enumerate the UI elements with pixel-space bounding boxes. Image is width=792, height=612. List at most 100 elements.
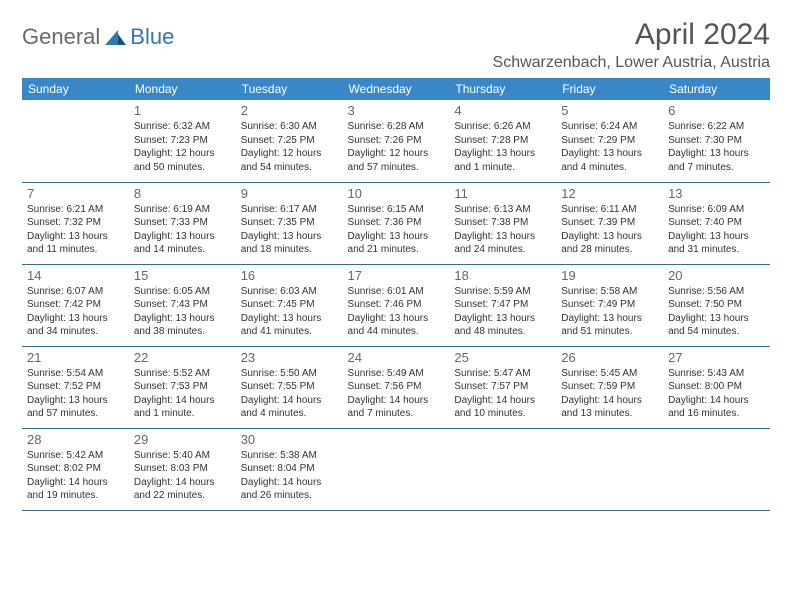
day-number: 12 <box>561 186 658 201</box>
day-number: 24 <box>348 350 445 365</box>
day-info: Sunrise: 6:30 AMSunset: 7:25 PMDaylight:… <box>241 120 338 174</box>
calendar-cell: 11Sunrise: 6:13 AMSunset: 7:38 PMDayligh… <box>449 182 556 264</box>
day-info: Sunrise: 5:56 AMSunset: 7:50 PMDaylight:… <box>668 285 765 339</box>
calendar-body: 1 Sunrise: 6:32 AMSunset: 7:23 PMDaylight… <box>22 100 770 510</box>
day-info: Sunrise: 6:24 AMSunset: 7:29 PMDaylight:… <box>561 120 658 174</box>
day-info: Sunrise: 6:13 AMSunset: 7:38 PMDaylight:… <box>454 203 551 257</box>
day-info: Sunrise: 6:07 AMSunset: 7:42 PMDaylight:… <box>27 285 124 339</box>
location-text: Schwarzenbach, Lower Austria, Austria <box>493 54 770 72</box>
day-number: 19 <box>561 268 658 283</box>
weekday-header: Tuesday <box>236 78 343 100</box>
weekday-header: Wednesday <box>343 78 450 100</box>
day-info: Sunrise: 6:01 AMSunset: 7:46 PMDaylight:… <box>348 285 445 339</box>
calendar-cell: 7Sunrise: 6:21 AMSunset: 7:32 PMDaylight… <box>22 182 129 264</box>
day-info: Sunrise: 6:32 AMSunset: 7:23 PMDaylight:… <box>134 120 231 174</box>
calendar-cell: 21Sunrise: 5:54 AMSunset: 7:52 PMDayligh… <box>22 346 129 428</box>
day-info: Sunrise: 5:52 AMSunset: 7:53 PMDaylight:… <box>134 367 231 421</box>
calendar-cell <box>449 428 556 510</box>
calendar-cell: 10 Sunrise: 6:15 AMSunset: 7:36 PMDayligh… <box>343 182 450 264</box>
calendar-cell <box>22 100 129 182</box>
weekday-header: Friday <box>556 78 663 100</box>
day-number: 1 <box>134 103 231 118</box>
calendar-table: Sunday Monday Tuesday Wednesday Thursday… <box>22 78 770 511</box>
day-info: Sunrise: 6:19 AMSunset: 7:33 PMDaylight:… <box>134 203 231 257</box>
day-number: 22 <box>134 350 231 365</box>
calendar-cell: 24Sunrise: 5:49 AMSunset: 7:56 PMDayligh… <box>343 346 450 428</box>
day-number: 4 <box>454 103 551 118</box>
calendar-cell: 18 Sunrise: 5:59 AMSunset: 7:47 PMDayligh… <box>449 264 556 346</box>
calendar-cell: 28 Sunrise: 5:42 AMSunset: 8:02 PMDayligh… <box>22 428 129 510</box>
day-number: 30 <box>241 432 338 447</box>
weekday-header-row: Sunday Monday Tuesday Wednesday Thursday… <box>22 78 770 100</box>
calendar-cell: 8 Sunrise: 6:19 AMSunset: 7:33 PMDaylight… <box>129 182 236 264</box>
calendar-cell: 15 Sunrise: 6:05 AMSunset: 7:43 PMDayligh… <box>129 264 236 346</box>
day-info: Sunrise: 6:15 AMSunset: 7:36 PMDaylight:… <box>348 203 445 257</box>
calendar-cell: 29Sunrise: 5:40 AMSunset: 8:03 PMDayligh… <box>129 428 236 510</box>
day-number: 23 <box>241 350 338 365</box>
weekday-header: Monday <box>129 78 236 100</box>
calendar-cell: 13Sunrise: 6:09 AMSunset: 7:40 PMDayligh… <box>663 182 770 264</box>
day-number: 28 <box>27 432 124 447</box>
calendar-cell: 6Sunrise: 6:22 AMSunset: 7:30 PMDaylight… <box>663 100 770 182</box>
day-info: Sunrise: 6:26 AMSunset: 7:28 PMDaylight:… <box>454 120 551 174</box>
calendar-row: 14Sunrise: 6:07 AMSunset: 7:42 PMDayligh… <box>22 264 770 346</box>
calendar-cell: 3 Sunrise: 6:28 AMSunset: 7:26 PMDaylight… <box>343 100 450 182</box>
day-number: 16 <box>241 268 338 283</box>
day-info: Sunrise: 5:50 AMSunset: 7:55 PMDaylight:… <box>241 367 338 421</box>
day-number: 21 <box>27 350 124 365</box>
logo-text-blue: Blue <box>130 24 174 50</box>
day-info: Sunrise: 6:09 AMSunset: 7:40 PMDaylight:… <box>668 203 765 257</box>
day-number: 17 <box>348 268 445 283</box>
calendar-row: 1 Sunrise: 6:32 AMSunset: 7:23 PMDaylight… <box>22 100 770 182</box>
month-title: April 2024 <box>493 18 770 52</box>
day-number: 25 <box>454 350 551 365</box>
day-info: Sunrise: 5:40 AMSunset: 8:03 PMDaylight:… <box>134 449 231 503</box>
calendar-cell: 19Sunrise: 5:58 AMSunset: 7:49 PMDayligh… <box>556 264 663 346</box>
weekday-header: Sunday <box>22 78 129 100</box>
logo-icon <box>105 29 127 45</box>
day-number: 20 <box>668 268 765 283</box>
calendar-cell: 23 Sunrise: 5:50 AMSunset: 7:55 PMDayligh… <box>236 346 343 428</box>
weekday-header: Saturday <box>663 78 770 100</box>
day-info: Sunrise: 5:47 AMSunset: 7:57 PMDaylight:… <box>454 367 551 421</box>
title-block: April 2024 Schwarzenbach, Lower Austria,… <box>493 18 770 72</box>
calendar-cell: 17 Sunrise: 6:01 AMSunset: 7:46 PMDayligh… <box>343 264 450 346</box>
day-info: Sunrise: 6:28 AMSunset: 7:26 PMDaylight:… <box>348 120 445 174</box>
day-info: Sunrise: 6:11 AMSunset: 7:39 PMDaylight:… <box>561 203 658 257</box>
calendar-cell: 2Sunrise: 6:30 AMSunset: 7:25 PMDaylight… <box>236 100 343 182</box>
day-info: Sunrise: 5:45 AMSunset: 7:59 PMDaylight:… <box>561 367 658 421</box>
calendar-cell: 26 Sunrise: 5:45 AMSunset: 7:59 PMDayligh… <box>556 346 663 428</box>
day-info: Sunrise: 6:22 AMSunset: 7:30 PMDaylight:… <box>668 120 765 174</box>
day-info: Sunrise: 5:59 AMSunset: 7:47 PMDaylight:… <box>454 285 551 339</box>
day-number: 3 <box>348 103 445 118</box>
day-number: 18 <box>454 268 551 283</box>
calendar-cell: 16 Sunrise: 6:03 AMSunset: 7:45 PMDayligh… <box>236 264 343 346</box>
calendar-cell: 12 Sunrise: 6:11 AMSunset: 7:39 PMDayligh… <box>556 182 663 264</box>
calendar-cell: 25 Sunrise: 5:47 AMSunset: 7:57 PMDayligh… <box>449 346 556 428</box>
day-number: 8 <box>134 186 231 201</box>
calendar-row: 28 Sunrise: 5:42 AMSunset: 8:02 PMDayligh… <box>22 428 770 510</box>
calendar-cell: 30Sunrise: 5:38 AMSunset: 8:04 PMDayligh… <box>236 428 343 510</box>
day-info: Sunrise: 5:43 AMSunset: 8:00 PMDaylight:… <box>668 367 765 421</box>
calendar-cell: 22 Sunrise: 5:52 AMSunset: 7:53 PMDayligh… <box>129 346 236 428</box>
header: General Blue April 2024 Schwarzenbach, L… <box>22 18 770 72</box>
calendar-cell <box>663 428 770 510</box>
day-number: 9 <box>241 186 338 201</box>
day-info: Sunrise: 6:03 AMSunset: 7:45 PMDaylight:… <box>241 285 338 339</box>
day-number: 26 <box>561 350 658 365</box>
calendar-cell <box>343 428 450 510</box>
day-info: Sunrise: 5:42 AMSunset: 8:02 PMDaylight:… <box>27 449 124 503</box>
day-number: 27 <box>668 350 765 365</box>
calendar-cell: 27 Sunrise: 5:43 AMSunset: 8:00 PMDayligh… <box>663 346 770 428</box>
weekday-header: Thursday <box>449 78 556 100</box>
day-number: 7 <box>27 186 124 201</box>
day-number: 15 <box>134 268 231 283</box>
day-number: 5 <box>561 103 658 118</box>
day-info: Sunrise: 6:05 AMSunset: 7:43 PMDaylight:… <box>134 285 231 339</box>
calendar-row: 7Sunrise: 6:21 AMSunset: 7:32 PMDaylight… <box>22 182 770 264</box>
day-number: 10 <box>348 186 445 201</box>
calendar-cell: 20 Sunrise: 5:56 AMSunset: 7:50 PMDayligh… <box>663 264 770 346</box>
calendar-cell: 14Sunrise: 6:07 AMSunset: 7:42 PMDayligh… <box>22 264 129 346</box>
logo: General Blue <box>22 18 174 50</box>
calendar-row: 21Sunrise: 5:54 AMSunset: 7:52 PMDayligh… <box>22 346 770 428</box>
